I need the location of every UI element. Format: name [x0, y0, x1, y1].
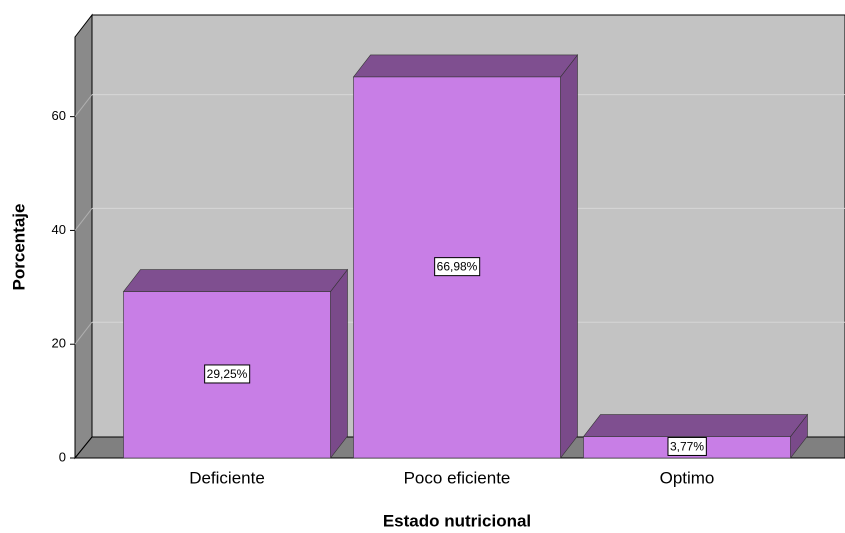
y-tick-label: 40: [52, 222, 66, 237]
grid-line-side: [74, 94, 93, 117]
x-axis-title: Estado nutricional: [383, 511, 531, 530]
bar-top: [122, 269, 349, 292]
value-label-box: [204, 364, 251, 384]
value-label-box: [667, 436, 707, 456]
value-label: 3,77%: [670, 439, 704, 453]
y-tick-label: 20: [52, 336, 66, 351]
value-label-box: [434, 257, 481, 277]
y-tick-label: 0: [59, 449, 66, 464]
x-tick-label: Poco eficiente: [404, 468, 511, 487]
grid-line-side: [74, 208, 93, 231]
left-wall: [74, 13, 93, 460]
value-label: 66,98%: [437, 260, 478, 274]
x-tick-label: Deficiente: [189, 468, 265, 487]
grid-line-side: [74, 321, 93, 345]
y-axis-title: Porcentaje: [9, 204, 28, 291]
bar-side: [560, 54, 578, 459]
bar-top: [582, 414, 809, 437]
bar-top: [352, 54, 579, 78]
value-label: 29,25%: [207, 367, 248, 381]
x-tick-label: Optimo: [660, 468, 715, 487]
y-tick-label: 60: [52, 108, 66, 123]
bar-side: [330, 268, 348, 459]
